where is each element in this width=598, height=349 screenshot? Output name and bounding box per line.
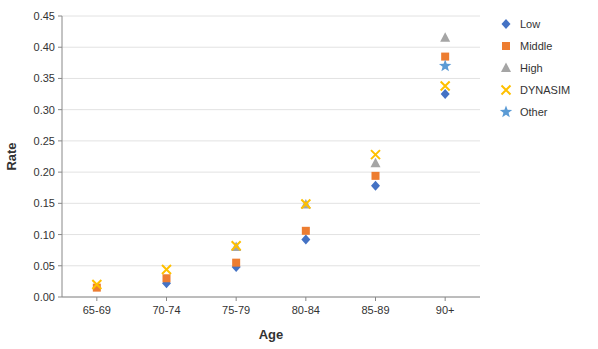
y-tick-label: 0.25	[34, 135, 55, 147]
point	[371, 181, 380, 191]
y-tick	[58, 140, 62, 141]
point	[92, 280, 101, 289]
x-tick	[236, 297, 237, 301]
y-tick	[58, 109, 62, 110]
y-tick	[58, 47, 62, 48]
grid-line	[62, 78, 480, 79]
grid-line	[62, 297, 480, 298]
y-tick-label: 0.35	[34, 72, 55, 84]
legend-label: Low	[520, 18, 540, 30]
point	[163, 274, 171, 282]
y-tick-label: 0.05	[34, 260, 55, 272]
y-tick-label: 0.20	[34, 166, 55, 178]
point	[440, 32, 450, 42]
legend-marker	[502, 19, 511, 29]
grid-line	[62, 234, 480, 235]
y-tick	[58, 234, 62, 235]
x-tick	[375, 297, 376, 301]
x-tick-label: 80-84	[292, 304, 320, 316]
x-tick	[166, 297, 167, 301]
x-tick	[305, 297, 306, 301]
grid-line	[62, 140, 480, 141]
grid-line	[62, 172, 480, 173]
legend-label: Other	[520, 106, 548, 118]
y-tick-label: 0.45	[34, 10, 55, 22]
grid-line	[62, 203, 480, 204]
y-tick-label: 0.00	[34, 291, 55, 303]
legend-marker	[502, 42, 510, 50]
point	[232, 259, 240, 267]
point	[231, 242, 241, 252]
series	[439, 59, 451, 71]
y-tick	[58, 16, 62, 17]
series	[92, 81, 449, 289]
point	[441, 81, 450, 90]
x-tick-label: 85-89	[361, 304, 389, 316]
y-tick	[58, 78, 62, 79]
y-tick	[58, 265, 62, 266]
point	[301, 199, 310, 208]
x-tick	[445, 297, 446, 301]
series	[231, 32, 450, 251]
point	[301, 199, 311, 209]
point	[441, 89, 450, 99]
point	[162, 265, 171, 274]
point	[439, 59, 451, 71]
y-tick	[58, 203, 62, 204]
y-axis-line	[62, 16, 63, 297]
y-tick-label: 0.30	[34, 104, 55, 116]
series	[162, 89, 450, 288]
x-tick-label: 70-74	[152, 304, 180, 316]
chart: 0.00 0.05 0.10 0.15 0.20 0.25 0.30 0.35 0.40 0.45…	[0, 0, 598, 349]
y-tick-label: 0.10	[34, 229, 55, 241]
y-tick	[58, 172, 62, 173]
series	[93, 53, 449, 292]
x-tick-label: 75-79	[222, 304, 250, 316]
legend-label: DYNASIM	[520, 84, 570, 96]
legend-marker	[502, 86, 511, 95]
legend-label: Middle	[520, 40, 552, 52]
x-axis-label: Age	[259, 327, 284, 342]
point	[372, 172, 380, 180]
grid-line	[62, 265, 480, 266]
legend-marker	[500, 106, 512, 118]
point	[371, 150, 380, 159]
grid	[62, 16, 480, 297]
legend-label: High	[520, 62, 543, 74]
point	[232, 241, 241, 250]
y-axis-label: Rate	[4, 142, 19, 170]
x-tick	[96, 297, 97, 301]
legend: Low Middle High DYNASIM Other	[500, 18, 570, 118]
x-tick-label: 65-69	[83, 304, 111, 316]
plot-area	[92, 32, 451, 291]
point	[441, 53, 449, 61]
point	[302, 227, 310, 235]
axes: 0.00 0.05 0.10 0.15 0.20 0.25 0.30 0.35 0.40 0.45…	[34, 10, 480, 316]
grid-line	[62, 109, 480, 110]
grid-line	[62, 16, 480, 17]
x-tick-label: 90+	[436, 304, 455, 316]
y-tick-label: 0.15	[34, 197, 55, 209]
y-tick	[58, 297, 62, 298]
point	[301, 235, 310, 245]
grid-line	[62, 47, 480, 48]
y-tick-label: 0.40	[34, 41, 55, 53]
x-axis-line	[62, 297, 480, 298]
legend-marker	[501, 63, 511, 73]
